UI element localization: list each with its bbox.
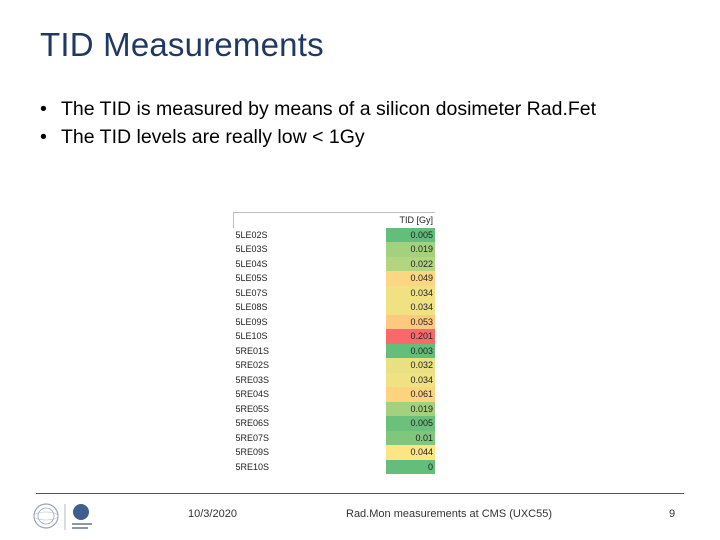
- tid-value-cell: 0.005: [386, 227, 435, 242]
- table-row: 5RE09S 0.044: [234, 445, 435, 460]
- bullet-item: • The TID is measured by means of a sili…: [40, 98, 680, 120]
- bullet-item: • The TID levels are really low < 1Gy: [40, 126, 680, 148]
- table-row: 5LE03S 0.019: [234, 242, 435, 257]
- tid-value-cell: 0.201: [386, 329, 435, 344]
- tid-value-cell: 0.061: [386, 387, 435, 402]
- location-cell: 5LE10S: [235, 331, 268, 342]
- tid-table: TID [Gy] 5LE02S 0.005 5LE03S 0.019 5LE04S 0.0…: [233, 212, 435, 474]
- table-row: 5RE05S 0.019: [234, 401, 435, 416]
- tid-value-cell: 0.022: [386, 256, 435, 271]
- bullet-text: The TID is measured by means of a silico…: [61, 98, 597, 120]
- table-row: 5LE04S 0.022: [234, 256, 435, 271]
- location-cell: 5LE03S: [235, 244, 268, 255]
- table-row: 5RE10S 0: [234, 459, 435, 474]
- tid-value-cell: 0.034: [386, 372, 435, 387]
- table-row: 5LE02S 0.005: [234, 227, 435, 242]
- tid-value-cell: 0.019: [386, 401, 435, 416]
- table-row: 5RE03S 0.034: [234, 372, 435, 387]
- tid-value-cell: 0.032: [386, 358, 435, 373]
- tid-value-cell: 0.034: [386, 285, 435, 300]
- cern-logo-icon: [33, 503, 92, 530]
- location-cell: 5LE09S: [235, 316, 268, 327]
- tid-value-cell: 0.019: [386, 242, 435, 257]
- table-row: 5RE02S 0.032: [234, 358, 435, 373]
- table-row: 5RE01S 0.003: [234, 343, 435, 358]
- table-header-tid: TID [Gy]: [386, 212, 435, 228]
- bullet-dot: •: [40, 126, 47, 148]
- table-row: 5LE10S 0.201: [234, 329, 435, 344]
- footer-text: Rad.Mon measurements at CMS (UXC55): [346, 508, 553, 520]
- tid-value-cell: 0.01: [386, 430, 435, 445]
- bullet-list: • The TID is measured by means of a sili…: [40, 98, 680, 154]
- location-cell: 5LE07S: [235, 287, 268, 298]
- table-row: 5RE06S 0.005: [234, 416, 435, 431]
- location-cell: 5LE05S: [235, 273, 268, 284]
- table-header-row: TID [Gy]: [233, 212, 435, 228]
- footer-date: 10/3/2020: [188, 508, 237, 520]
- table-row: 5RE04S 0.061: [234, 387, 435, 402]
- table-row: 5LE05S 0.049: [234, 271, 435, 286]
- table-row: 5LE07S 0.034: [234, 285, 435, 300]
- location-cell: 5LE04S: [235, 258, 268, 269]
- bullet-dot: •: [40, 98, 47, 120]
- tid-value-cell: 0.053: [386, 314, 435, 329]
- tid-value-cell: 0: [386, 459, 435, 474]
- location-cell: 5LE02S: [235, 229, 268, 240]
- location-cell: 5RE06S: [235, 418, 270, 429]
- tid-value-cell: 0.049: [386, 271, 435, 286]
- table-header-empty: [233, 212, 386, 228]
- tid-value-cell: 0.003: [386, 343, 435, 358]
- location-cell: 5LE08S: [235, 302, 268, 313]
- location-cell: 5RE05S: [235, 403, 270, 414]
- location-cell: 5RE04S: [235, 389, 270, 400]
- footer-divider: [36, 493, 684, 494]
- location-cell: 5RE10S: [235, 461, 270, 472]
- location-cell: 5RE03S: [235, 374, 270, 385]
- footer-logos: [32, 498, 122, 534]
- page-number: 9: [669, 508, 676, 520]
- table-row: 5LE08S 0.034: [234, 300, 435, 315]
- tid-table-wrapper: TID [Gy] 5LE02S 0.005 5LE03S 0.019 5LE04S 0.0…: [233, 212, 435, 474]
- bullet-text: The TID levels are really low < 1Gy: [61, 126, 365, 148]
- location-cell: 5RE02S: [235, 360, 270, 371]
- location-cell: 5RE07S: [235, 432, 270, 443]
- location-cell: 5RE09S: [235, 447, 270, 458]
- slide-title: TID Measurements: [40, 26, 324, 63]
- table-row: 5LE09S 0.053: [234, 314, 435, 329]
- tid-value-cell: 0.005: [386, 416, 435, 431]
- tid-value-cell: 0.034: [386, 300, 435, 315]
- tid-value-cell: 0.044: [386, 445, 435, 460]
- table-row: 5RE07S 0.01: [234, 430, 435, 445]
- location-cell: 5RE01S: [235, 345, 270, 356]
